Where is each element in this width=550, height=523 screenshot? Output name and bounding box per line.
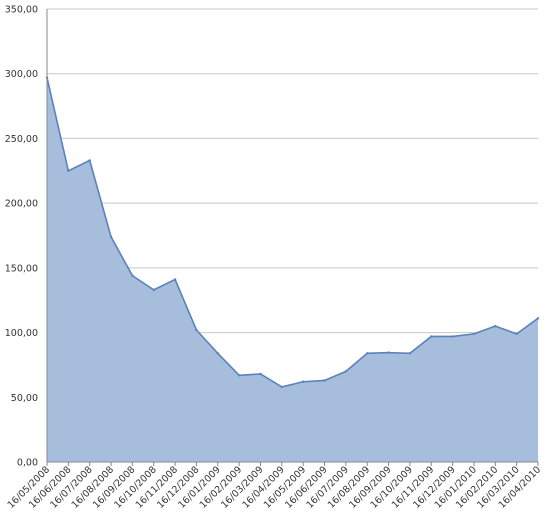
data-point [472, 332, 476, 336]
series-area-fill [47, 77, 538, 462]
series-line [46, 77, 539, 388]
data-point [67, 169, 70, 172]
y-axis-tick-labels: 0,00 50,00 100,00 150,00 200,00 250,00 300,00 3… [5, 5, 38, 469]
y-tick-label: 350,00 [5, 5, 38, 16]
data-point [430, 335, 433, 338]
data-point [237, 374, 241, 377]
data-point [494, 324, 497, 328]
data-point [173, 278, 177, 281]
y-tick-label: 0,00 [17, 458, 38, 469]
data-point [280, 385, 284, 389]
data-point [408, 352, 412, 355]
y-tick-label: 50,00 [11, 393, 38, 404]
y-tick-label: 200,00 [5, 199, 38, 210]
data-point [131, 274, 134, 277]
data-point [366, 352, 369, 355]
x-axis-tick-labels: 16/05/200816/06/200816/07/200816/08/2008… [6, 462, 543, 511]
y-tick-label: 300,00 [5, 69, 38, 80]
data-point [344, 370, 348, 373]
data-point [88, 159, 91, 162]
data-point [451, 335, 454, 338]
data-point [152, 288, 155, 292]
data-point [301, 380, 305, 383]
data-point [536, 317, 540, 320]
data-point [259, 372, 262, 376]
series-points [45, 76, 540, 389]
y-tick-label: 150,00 [5, 263, 38, 274]
data-point [323, 379, 326, 382]
data-point [216, 352, 219, 355]
y-tick-label: 250,00 [5, 134, 38, 145]
data-point [387, 351, 390, 354]
data-point [109, 235, 113, 238]
y-tick-label: 100,00 [5, 328, 38, 339]
data-point [515, 332, 518, 336]
data-point [195, 328, 198, 332]
